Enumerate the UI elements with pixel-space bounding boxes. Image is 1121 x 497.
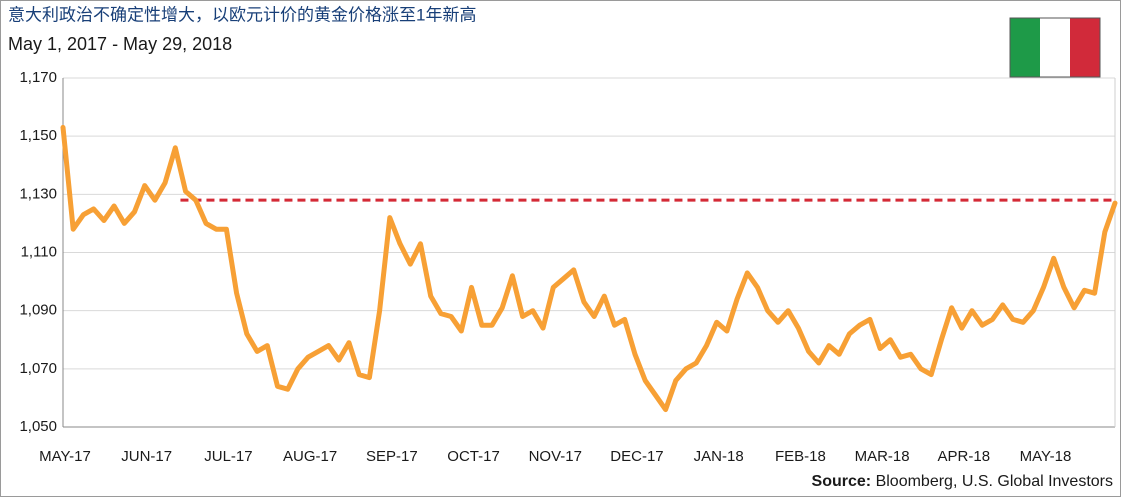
- flag-green: [1010, 18, 1040, 77]
- source-text: Bloomberg, U.S. Global Investors: [876, 473, 1113, 490]
- x-tick-label: MAR-18: [855, 448, 910, 465]
- x-tick-label: JAN-18: [694, 448, 744, 465]
- flag-red: [1070, 18, 1100, 77]
- x-tick-label: AUG-17: [283, 448, 337, 465]
- x-tick-label: MAY-17: [39, 448, 91, 465]
- y-tick-label: 1,170: [19, 69, 57, 86]
- flag: [1009, 17, 1101, 78]
- x-tick-label: MAY-18: [1020, 448, 1072, 465]
- source: Source: Bloomberg, U.S. Global Investors: [812, 473, 1113, 490]
- y-tick-label: 1,150: [19, 127, 57, 144]
- x-tick-label: NOV-17: [529, 448, 582, 465]
- price-line: [60, 124, 1118, 413]
- y-tick-label: 1,070: [19, 360, 57, 377]
- chart-title: 意大利政治不确定性增大，以欧元计价的黄金价格涨至1年新高: [8, 5, 476, 24]
- y-tick-label: 1,110: [21, 243, 57, 260]
- x-tick-label: SEP-17: [366, 448, 418, 465]
- flag-white: [1040, 18, 1070, 77]
- x-tick-label: DEC-17: [610, 448, 663, 465]
- x-tick-label: APR-18: [938, 448, 991, 465]
- x-tick-label: FEB-18: [775, 448, 826, 465]
- y-tick-label: 1,130: [19, 185, 57, 202]
- y-tick-label: 1,050: [19, 418, 57, 435]
- source-label: Source:: [812, 473, 872, 490]
- x-tick-label: JUN-17: [121, 448, 172, 465]
- x-tick-label: JUL-17: [204, 448, 252, 465]
- x-tick-label: OCT-17: [447, 448, 500, 465]
- flag-border: [1009, 17, 1101, 78]
- chart-subtitle: May 1, 2017 - May 29, 2018: [8, 34, 232, 54]
- y-tick-label: 1,090: [19, 302, 57, 319]
